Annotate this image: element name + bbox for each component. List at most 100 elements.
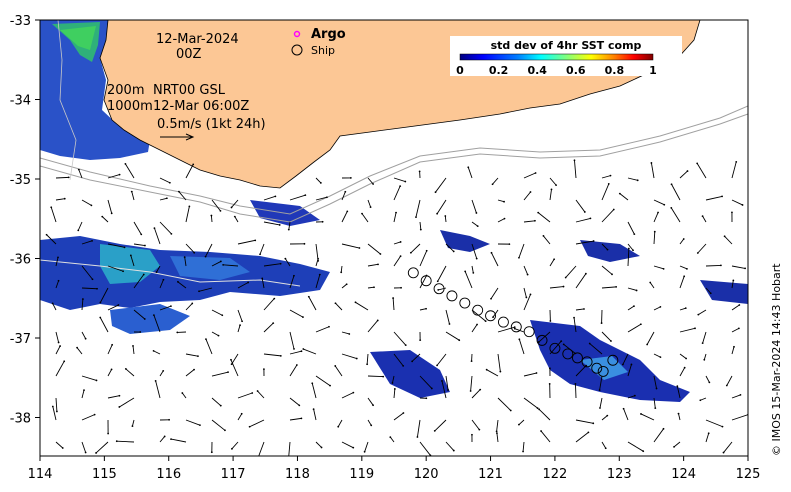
velocity-vector [177, 281, 187, 289]
velocity-vector [153, 350, 161, 355]
velocity-vector-head [599, 407, 601, 409]
velocity-vector-head [369, 206, 372, 209]
velocity-vector-head [45, 233, 48, 236]
velocity-vector-head [191, 302, 194, 305]
plot-frame [39, 19, 749, 457]
velocity-vector-head [363, 450, 366, 453]
velocity-vector [601, 441, 607, 449]
y-tick-label: -37 [10, 332, 31, 347]
velocity-vector-head [458, 339, 461, 342]
velocity-vector-head [251, 392, 254, 394]
velocity-vector [230, 359, 239, 377]
velocity-vector-head [230, 206, 233, 209]
velocity-vector [518, 243, 525, 258]
velocity-vector [341, 392, 354, 399]
velocity-vector [445, 243, 455, 252]
velocity-vector-head [627, 247, 630, 250]
velocity-vector-head [372, 183, 375, 185]
velocity-vector [77, 221, 83, 231]
velocity-vector-head [662, 427, 665, 430]
velocity-vector [679, 276, 685, 289]
velocity-vector [486, 369, 499, 377]
velocity-vector-head [694, 327, 696, 330]
velocity-vector [549, 189, 552, 201]
velocity-vector [355, 301, 369, 311]
velocity-vector [259, 243, 265, 255]
velocity-vector [107, 304, 119, 311]
velocity-vector [445, 441, 455, 451]
velocity-vector [99, 287, 109, 303]
ship-position-marker [407, 267, 419, 279]
velocity-vector-head [165, 197, 168, 200]
velocity-vector-head [564, 276, 567, 279]
velocity-vector-head [162, 278, 165, 281]
velocity-vector-head [219, 404, 222, 407]
velocity-vector-head [633, 305, 635, 308]
velocity-vector [391, 375, 395, 384]
velocity-vector [303, 348, 317, 355]
velocity-vector-head [176, 331, 179, 334]
velocity-vector [679, 238, 685, 245]
velocity-vector [52, 406, 57, 421]
velocity-vector [289, 194, 306, 201]
velocity-vector-head [436, 212, 439, 215]
velocity-vector-head [659, 306, 662, 308]
velocity-vector-head [254, 239, 257, 242]
velocity-vector [601, 265, 613, 275]
velocity-vector-head [404, 344, 407, 347]
velocity-vector [237, 325, 241, 333]
x-tick-label: 125 [736, 467, 761, 482]
velocity-vector [116, 440, 135, 443]
y-tick-label: -38 [10, 412, 31, 427]
velocity-vector [731, 199, 743, 206]
velocity-vector-head [701, 215, 704, 218]
velocity-vector-head [452, 449, 455, 452]
velocity-vector [653, 306, 661, 311]
velocity-vector-head [63, 197, 66, 200]
velocity-vector-head [373, 286, 375, 289]
isobath-inshore [57, 20, 77, 181]
velocity-vector [646, 331, 655, 345]
velocity-vector-head [685, 357, 688, 360]
velocity-vector-head [589, 217, 592, 220]
velocity-vector-head [639, 323, 642, 326]
velocity-vector-head [210, 451, 213, 454]
velocity-vector [364, 441, 369, 452]
velocity-vector [497, 218, 505, 223]
velocity-vector-head [425, 307, 427, 310]
velocity-vector [726, 375, 733, 386]
colorbar: std dev of 4hr SST comp 0 0.2 0.4 0.6 0.8 1 [450, 36, 682, 77]
velocity-vector [467, 167, 473, 179]
velocity-vector [723, 441, 733, 453]
velocity-vector [523, 372, 537, 377]
velocity-vector-head [95, 379, 98, 382]
velocity-vector [627, 177, 638, 181]
velocity-vector [627, 323, 642, 333]
velocity-vector [237, 413, 243, 421]
velocity-vector [237, 282, 249, 289]
velocity-vector [185, 369, 195, 377]
velocity-vector-head [355, 357, 358, 360]
velocity-vector-head [447, 389, 449, 391]
velocity-vector-head [279, 354, 282, 357]
velocity-vector [537, 212, 551, 223]
velocity-vector-head [328, 325, 330, 328]
velocity-vector-head [537, 341, 540, 343]
velocity-vector-head [130, 190, 133, 193]
velocity-vector [50, 207, 57, 223]
velocity-vector [438, 287, 447, 291]
velocity-vector [211, 419, 226, 431]
velocity-vector-head [177, 280, 179, 283]
velocity-vector-head [227, 371, 229, 374]
x-tick-label: 117 [221, 467, 246, 482]
velocity-vector [623, 408, 629, 421]
product-time: 12-Mar 06:00Z [153, 99, 249, 114]
velocity-vector [155, 380, 161, 399]
velocity-vectors [45, 159, 748, 456]
velocity-vector-head [490, 297, 492, 300]
velocity-vector-head [542, 235, 545, 237]
velocity-vector [131, 191, 135, 201]
velocity-vector [653, 375, 657, 389]
velocity-vector-head [320, 446, 323, 449]
velocity-vector [705, 264, 721, 267]
